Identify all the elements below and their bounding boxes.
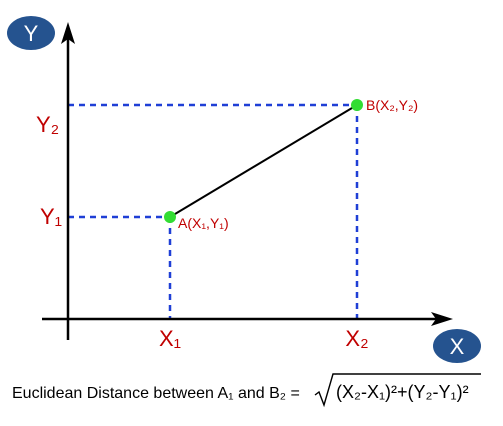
point-a — [164, 211, 176, 223]
x2-tick-label: X₂ — [345, 326, 368, 351]
point-a-label: A(X₁,Y₁) — [178, 215, 229, 231]
formula-radicand: (X₂-X₁)²+(Y₂-Y₁)² — [336, 382, 469, 402]
point-b-label: B(X₂,Y₂) — [366, 97, 418, 113]
distance-formula: Euclidean Distance between A₁ and B₂ = (… — [12, 373, 481, 408]
y-axis-arrowhead — [61, 22, 75, 44]
point-b — [351, 99, 363, 111]
x-axis-badge-circle — [433, 329, 481, 363]
segment-a-to-b — [169, 104, 358, 218]
axes — [42, 22, 453, 340]
x-axis-arrowhead — [431, 312, 453, 326]
square-root-sign — [314, 373, 481, 408]
x1-tick-label: X₁ — [159, 326, 181, 351]
y-axis-badge: Y — [7, 16, 55, 50]
formula-description: Euclidean Distance between A₁ and B₂ = — [12, 385, 300, 402]
y2-tick-label: Y₂ — [36, 112, 59, 137]
y-axis-badge-label: Y — [24, 21, 39, 46]
x-axis-badge-label: X — [450, 334, 465, 359]
x-axis-badge: X — [433, 329, 481, 363]
y-axis-badge-circle — [7, 16, 55, 50]
y1-tick-label: Y₁ — [40, 204, 62, 229]
guide-lines — [68, 103, 359, 318]
